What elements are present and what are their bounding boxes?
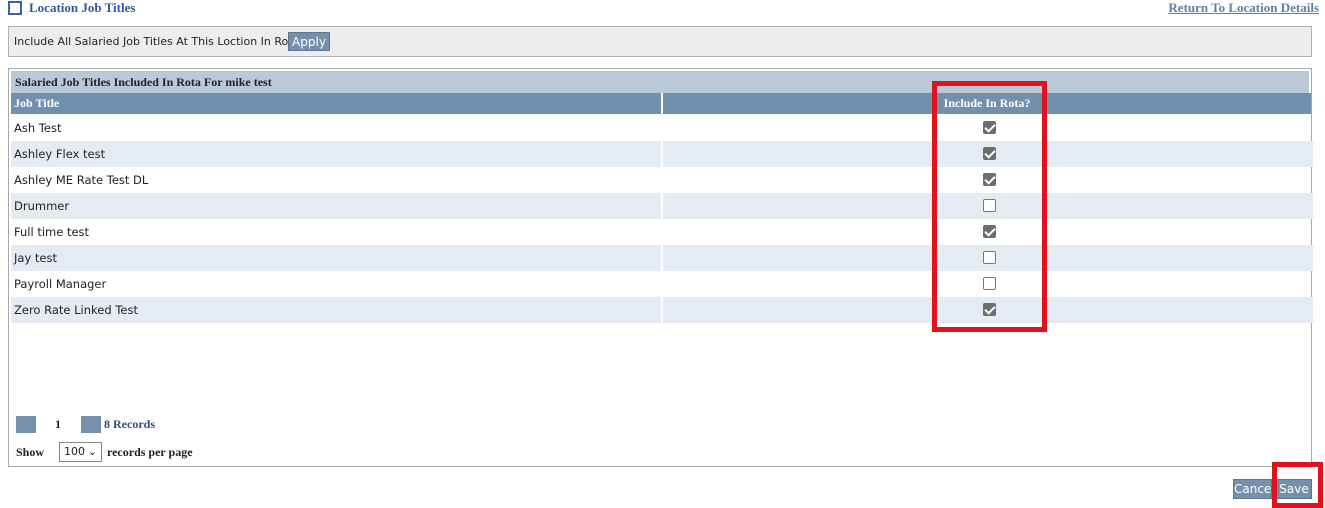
filter-bar: Include All Salaried Job Titles At This … bbox=[8, 26, 1312, 57]
job-title: Ash Test bbox=[14, 121, 62, 135]
page-number: 1 bbox=[55, 417, 61, 431]
column-divider bbox=[661, 245, 663, 271]
column-header: Job Title bbox=[11, 93, 661, 114]
column-divider bbox=[661, 167, 663, 193]
column-divider bbox=[661, 219, 663, 245]
include-checkbox[interactable] bbox=[983, 225, 996, 238]
column-divider bbox=[661, 297, 663, 323]
table-row: Jay test bbox=[11, 245, 1313, 271]
return-link[interactable]: Return To Location Details bbox=[1168, 0, 1319, 15]
page-button[interactable] bbox=[16, 416, 36, 433]
show-suffix: records per page bbox=[107, 445, 193, 459]
page-title: Location Job Titles bbox=[29, 0, 136, 15]
include-checkbox[interactable] bbox=[983, 199, 996, 212]
page-size-value: 100 bbox=[64, 445, 85, 458]
filter-label: Include All Salaried Job Titles At This … bbox=[14, 35, 300, 48]
include-checkbox[interactable] bbox=[983, 303, 996, 316]
show-label: Show bbox=[16, 445, 45, 459]
table-row: Ashley Flex test bbox=[11, 141, 1313, 167]
highlight-box bbox=[1272, 462, 1323, 508]
column-divider bbox=[661, 115, 663, 141]
panel: Salaried Job Titles Included In Rota For… bbox=[8, 68, 1313, 467]
include-checkbox[interactable] bbox=[983, 277, 996, 290]
table-row: Full time test bbox=[11, 219, 1313, 245]
dropdown-arrow: ⌄ bbox=[87, 445, 97, 458]
job-title: Full time test bbox=[14, 225, 90, 239]
panel-title: Salaried Job Titles Included In Rota For… bbox=[11, 71, 1309, 93]
apply-button[interactable]: Apply bbox=[288, 32, 330, 51]
highlight-box bbox=[932, 81, 1047, 332]
include-checkbox[interactable] bbox=[983, 173, 996, 186]
column-header: Include In Rota? bbox=[663, 93, 1311, 114]
record-count: 8 Records bbox=[104, 417, 155, 431]
table-row: Ash Test bbox=[11, 115, 1313, 141]
job-title: Payroll Manager bbox=[14, 277, 107, 291]
page-button[interactable] bbox=[81, 416, 101, 433]
job-title: Ashley Flex test bbox=[14, 147, 106, 161]
page-size-select[interactable]: 100 ⌄ bbox=[59, 442, 102, 462]
job-title: Zero Rate Linked Test bbox=[14, 303, 138, 317]
include-checkbox[interactable] bbox=[983, 147, 996, 160]
save-button[interactable]: Save bbox=[1276, 479, 1312, 499]
job-title: Jay test bbox=[14, 251, 57, 265]
table-row: Zero Rate Linked Test bbox=[11, 297, 1313, 323]
job-title: Drummer bbox=[14, 199, 70, 213]
cancel-button[interactable]: Cancel bbox=[1233, 479, 1275, 499]
column-divider bbox=[661, 271, 663, 297]
include-checkbox[interactable] bbox=[983, 121, 996, 134]
job-title: Ashley ME Rate Test DL bbox=[14, 173, 149, 187]
table-row: Payroll Manager bbox=[11, 271, 1313, 297]
column-divider bbox=[661, 141, 663, 167]
table-row: Drummer bbox=[11, 193, 1313, 219]
include-checkbox[interactable] bbox=[983, 251, 996, 264]
table-row: Ashley ME Rate Test DL bbox=[11, 167, 1313, 193]
header-icon bbox=[8, 1, 22, 15]
column-divider bbox=[661, 193, 663, 219]
